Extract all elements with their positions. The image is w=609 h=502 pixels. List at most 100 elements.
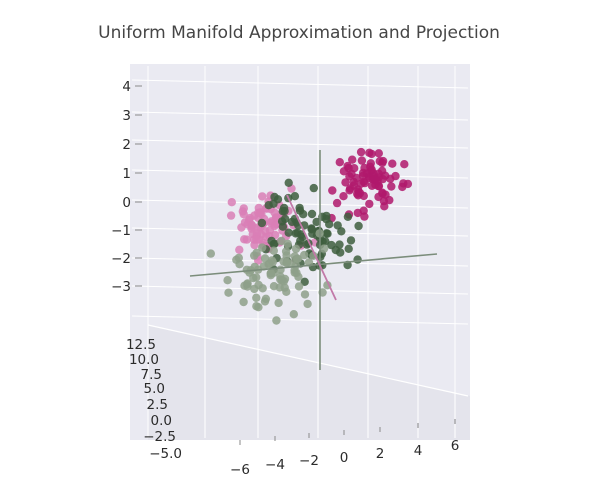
point-dark-green [273, 195, 283, 204]
point-pink [240, 218, 250, 227]
point-magenta [360, 212, 369, 221]
point-magenta [371, 180, 380, 189]
point-dark-green [264, 201, 273, 210]
point-magenta [387, 182, 396, 191]
point-dark-green [267, 236, 276, 246]
point-dark-green [284, 228, 293, 237]
point-gray-green [269, 246, 278, 255]
point-gray-green [269, 282, 279, 291]
point-pink [256, 208, 265, 217]
z-tick-label: −1 [111, 223, 131, 239]
point-dark-green [312, 217, 321, 227]
z-axis-ticks: −3 −2 −1 0 1 2 3 4 [111, 79, 131, 295]
point-magenta [400, 160, 409, 169]
point-gray-green [224, 288, 233, 297]
y-tick-label: −5.0 [149, 446, 182, 462]
y-tick-label: 5.0 [144, 381, 165, 397]
point-gray-green [206, 249, 215, 258]
point-magenta [335, 158, 344, 167]
point-dark-green [343, 212, 353, 221]
point-magenta [348, 155, 357, 164]
point-gray-green [252, 293, 261, 302]
y-tick-label: −2.5 [143, 429, 176, 445]
point-dark-green [295, 203, 304, 213]
point-pink [227, 198, 236, 207]
horizontal-gridline [131, 111, 469, 121]
point-gray-green [242, 265, 251, 274]
point-gray-green [243, 279, 252, 288]
point-magenta [381, 171, 390, 180]
point-magenta [403, 179, 413, 189]
point-pink [270, 208, 279, 217]
point-gray-green [264, 260, 273, 269]
point-gray-green [258, 284, 267, 293]
point-gray-green [289, 310, 298, 319]
point-dark-green [284, 178, 293, 187]
point-dark-green [327, 240, 336, 250]
point-gray-green [252, 273, 261, 282]
chart-title: Uniform Manifold Approximation and Proje… [98, 23, 500, 43]
point-gray-green [282, 258, 292, 267]
point-dark-green [335, 240, 344, 249]
x-tick-label: 6 [451, 438, 460, 454]
point-pink [258, 192, 267, 201]
y-axis-ticks: 12.5 10.0 7.5 5.0 2.5 0.0 −2.5 −5.0 [126, 337, 182, 462]
point-gray-green [300, 250, 309, 260]
point-gray-green [232, 255, 241, 264]
floor-pane [148, 325, 470, 440]
x-tick-label: −2 [299, 453, 319, 469]
point-gray-green [272, 316, 281, 325]
x-tick-label: −6 [230, 462, 250, 478]
point-gray-green [277, 236, 286, 246]
floor-edge-line [147, 324, 469, 397]
scatter-points [206, 147, 413, 325]
point-magenta [370, 174, 380, 183]
point-gray-green [274, 298, 283, 308]
point-magenta [374, 149, 383, 158]
point-gray-green [254, 303, 263, 312]
y-tick-label: 2.5 [147, 397, 168, 413]
z-tick-label: −3 [111, 279, 131, 295]
y-tick-label: 0.0 [151, 413, 172, 429]
point-dark-green [299, 210, 308, 219]
point-magenta [358, 171, 368, 181]
point-magenta [356, 147, 366, 157]
point-gray-green [300, 290, 310, 299]
point-dark-green [346, 236, 356, 245]
point-dark-green [309, 183, 318, 193]
point-magenta [378, 188, 387, 197]
point-magenta [339, 167, 349, 176]
point-magenta [391, 171, 400, 181]
point-gray-green [291, 244, 301, 254]
point-dark-green [353, 255, 362, 264]
horizontal-gridline [131, 315, 469, 325]
point-magenta [357, 156, 367, 165]
point-magenta [339, 192, 348, 201]
point-magenta [388, 159, 397, 168]
point-magenta [332, 198, 342, 208]
point-gray-green [293, 254, 302, 263]
center-y-axis-line [286, 194, 337, 301]
point-dark-green [333, 221, 342, 230]
point-dark-green [290, 192, 300, 201]
point-magenta [356, 179, 366, 188]
point-magenta [355, 188, 365, 198]
point-magenta [328, 186, 337, 195]
point-gray-green [252, 248, 261, 257]
z-tick-label: 4 [122, 79, 131, 95]
z-tick-label: 2 [122, 137, 131, 153]
point-magenta [375, 157, 384, 166]
point-dark-green [322, 214, 331, 224]
point-dark-green [307, 209, 317, 219]
point-dark-green [354, 221, 363, 231]
y-tick-label: 7.5 [141, 367, 162, 383]
point-magenta [350, 164, 359, 173]
point-pink [247, 221, 257, 230]
point-gray-green [303, 299, 312, 309]
point-dark-green [279, 203, 289, 213]
center-axis-lines [189, 150, 438, 370]
y-tick-label: 10.0 [129, 352, 159, 368]
x-tick-label: 0 [340, 450, 349, 466]
point-gray-green [283, 239, 292, 248]
